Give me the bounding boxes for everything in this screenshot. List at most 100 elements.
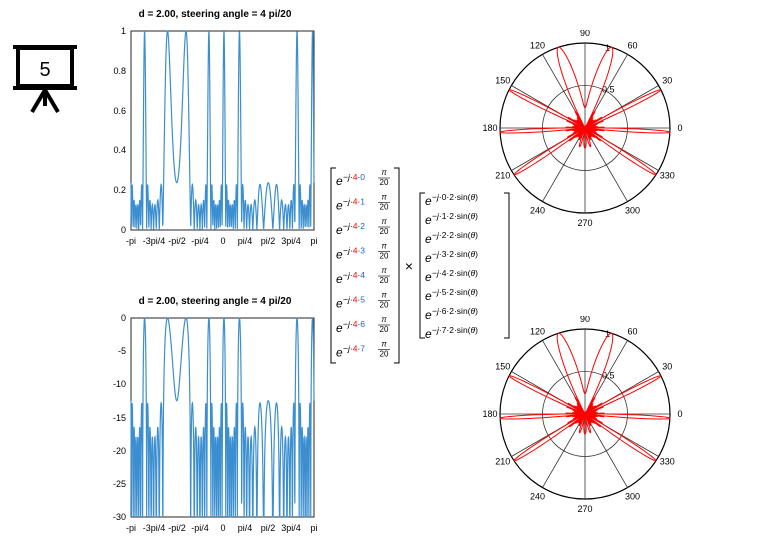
x-tick-label: pi/2 <box>261 523 276 533</box>
polar-plot-top: 0 30 60 90 120 150 180 210 240 270 300 330 0.5 1 <box>480 28 690 240</box>
svg-text:e: e <box>336 321 343 335</box>
svg-text:π: π <box>381 291 387 300</box>
svg-text:20: 20 <box>380 301 389 310</box>
svg-text:e: e <box>336 223 343 237</box>
x-tick-label: pi/4 <box>238 236 253 246</box>
svg-text:π: π <box>381 242 387 251</box>
svg-text:−j·5·2·sin(θ): −j·5·2·sin(θ) <box>432 287 478 297</box>
svg-text:20: 20 <box>380 350 389 359</box>
series-line <box>130 30 315 231</box>
svg-text:−j·4·6: −j·4·6 <box>343 319 365 329</box>
x-tick-label: -pi <box>126 523 136 533</box>
x-tick-label: pi/2 <box>261 236 276 246</box>
y-tick-label: -15 <box>113 413 126 423</box>
geometry-vector-entry: e −j·4·2·sin(θ) <box>425 268 478 284</box>
x-tick-label: pi <box>310 523 317 533</box>
presentation-icon[interactable]: 5 <box>10 42 80 114</box>
svg-text:e: e <box>425 308 432 322</box>
y-tick-label: 0.8 <box>113 66 126 76</box>
polar-angle-label: 240 <box>530 205 545 215</box>
svg-text:−j·4·2: −j·4·2 <box>343 221 365 231</box>
svg-text:e: e <box>425 251 432 265</box>
chart-title: d = 2.00, steering angle = 4 pi/20 <box>139 296 292 307</box>
plot-area <box>130 30 315 231</box>
svg-text:π: π <box>381 193 387 202</box>
x-tick-label: 3pi/4 <box>281 236 301 246</box>
y-tick-label: 0 <box>121 313 126 323</box>
polar-angle-label: 210 <box>495 171 510 181</box>
left-vector-bracket <box>394 167 400 364</box>
geometry-vector-entry: e −j·0·2·sin(θ) <box>425 192 478 208</box>
svg-text:e: e <box>425 213 432 227</box>
polar-angle-label: 300 <box>625 205 640 215</box>
x-tick-label: -pi <box>126 236 136 246</box>
polar-angle-label: 150 <box>495 76 510 86</box>
x-tick-label: -pi/4 <box>191 523 209 533</box>
polar-angle-label: 330 <box>660 457 675 467</box>
x-axis: -pi -3pi/4 -pi/2 -pi/4 0 pi/4 pi/2 3pi/4… <box>126 523 318 533</box>
steering-vector-entry: e −j·4·4 π20 <box>336 266 390 286</box>
geometry-vector-entry: e −j·3·2·sin(θ) <box>425 249 478 265</box>
svg-text:e: e <box>425 327 432 341</box>
left-vector-bracket <box>330 167 336 364</box>
svg-text:e: e <box>425 194 432 208</box>
y-tick-label: 0.2 <box>113 185 126 195</box>
svg-text:e: e <box>336 346 343 360</box>
polar-angle-label: 0 <box>677 409 682 419</box>
polar-grid: 0 30 60 90 120 150 180 210 240 270 300 330 0.5 1 <box>482 314 682 514</box>
y-tick-label: 0.6 <box>113 106 126 116</box>
polar-angle-label: 0 <box>677 123 682 133</box>
y-tick-label: -5 <box>118 346 126 356</box>
svg-text:20: 20 <box>380 276 389 285</box>
polar-series-line <box>499 46 671 176</box>
svg-text:e: e <box>425 289 432 303</box>
svg-text:−j·4·7: −j·4·7 <box>343 344 365 354</box>
polar-spoke <box>542 413 586 488</box>
polar-angle-label: 180 <box>482 409 497 419</box>
steering-vector-entry: e −j·4·1 π20 <box>336 193 390 213</box>
array-factor-formula: e −j·4·0 π 20 e −j·4·1 π 20 e −j·4·2 π 20 e −j·4·3 π 20… <box>326 165 516 365</box>
steering-vector-entry: e −j·4·7 π20 <box>336 340 390 360</box>
svg-text:e: e <box>336 174 343 188</box>
svg-text:−j·4·2·sin(θ): −j·4·2·sin(θ) <box>432 268 478 278</box>
svg-text:π: π <box>381 168 387 177</box>
svg-text:−j·1·2·sin(θ): −j·1·2·sin(θ) <box>432 211 478 221</box>
polar-angle-label: 90 <box>580 30 590 38</box>
polar-angle-label: 240 <box>530 491 545 501</box>
svg-text:−j·6·2·sin(θ): −j·6·2·sin(θ) <box>432 306 478 316</box>
y-tick-label: 0.4 <box>113 145 126 155</box>
bottom-line-chart: d = 2.00, steering angle = 4 pi/20 -30 -… <box>100 291 330 541</box>
x-tick-label: pi <box>310 236 317 246</box>
svg-text:e: e <box>425 270 432 284</box>
geometry-vector: e −j·0·2·sin(θ)e −j·1·2·sin(θ)e −j·2·2·sin(… <box>425 192 478 341</box>
polar-spoke <box>584 127 628 202</box>
polar-angle-label: 150 <box>495 362 510 372</box>
svg-text:e: e <box>336 248 343 262</box>
steering-vector-entry: e −j·4·5 π20 <box>336 291 390 311</box>
polar-angle-label: 60 <box>627 327 637 337</box>
polar-angle-label: 270 <box>577 504 592 514</box>
svg-text:e: e <box>425 232 432 246</box>
x-tick-label: -pi/4 <box>191 236 209 246</box>
polar-angle-label: 120 <box>530 41 545 51</box>
steering-vector-entry: e −j·4·6 π20 <box>336 315 390 335</box>
geometry-vector-entry: e −j·5·2·sin(θ) <box>425 287 478 303</box>
series-line <box>130 317 315 518</box>
svg-text:20: 20 <box>380 252 389 261</box>
polar-series-line <box>499 332 671 462</box>
svg-text:e: e <box>336 199 343 213</box>
x-tick-label: pi/4 <box>238 523 253 533</box>
svg-text:−j·3·2·sin(θ): −j·3·2·sin(θ) <box>432 249 478 259</box>
polar-spoke <box>542 127 586 202</box>
polar-angle-label: 30 <box>662 76 672 86</box>
x-tick-label: 0 <box>220 523 225 533</box>
svg-text:−j·4·4: −j·4·4 <box>343 270 365 280</box>
y-axis: 0 0.2 0.4 0.6 0.8 1 <box>113 26 126 235</box>
steering-vector-entry: e −j·4·2 π20 <box>336 217 390 237</box>
y-tick-label: -25 <box>113 479 126 489</box>
polar-angle-label: 210 <box>495 457 510 467</box>
polar-plot-bottom: 0 30 60 90 120 150 180 210 240 270 300 330 0.5 1 <box>480 314 690 526</box>
polar-radial-label: 0.5 <box>602 85 615 95</box>
plot-area <box>130 317 315 518</box>
steering-vector-entry: e −j·4·0 π20 <box>336 168 390 188</box>
